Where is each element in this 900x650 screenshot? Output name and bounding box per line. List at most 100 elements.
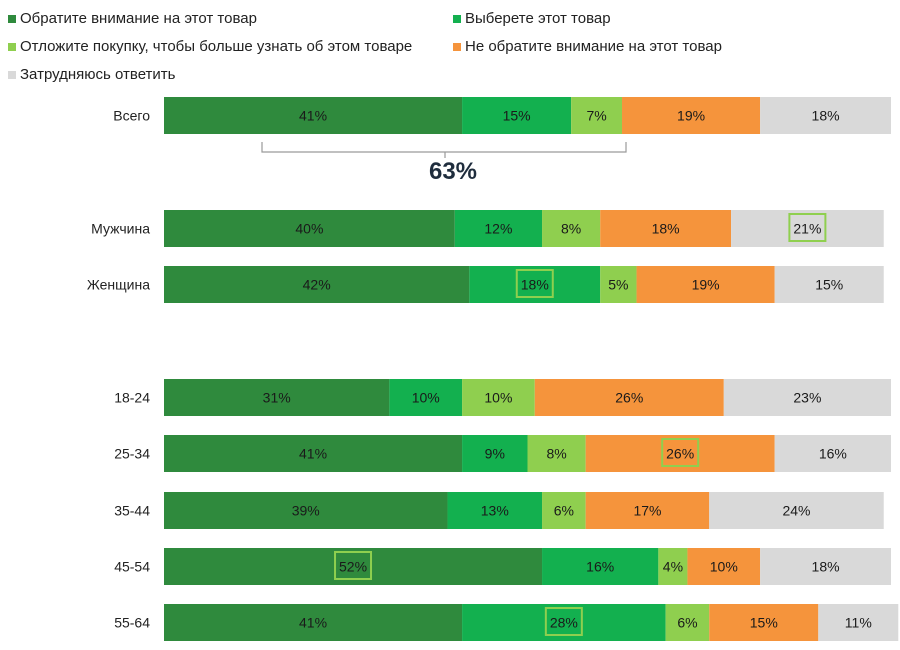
category-label: 25-34 <box>114 446 150 462</box>
data-label: 28% <box>550 615 578 631</box>
legend-item: Отложите покупку, чтобы больше узнать об… <box>8 38 412 55</box>
highlight-box <box>788 213 827 242</box>
category-label: Всего <box>113 108 150 124</box>
brace-total-label: 63% <box>429 158 477 185</box>
data-label: 52% <box>339 559 367 575</box>
bar-segment <box>774 435 891 472</box>
category-label: 45-54 <box>114 559 150 575</box>
legend-label: Не обратите внимание на этот товар <box>465 38 722 55</box>
data-label: 16% <box>586 559 614 575</box>
data-label: 39% <box>292 503 320 519</box>
data-label: 31% <box>263 390 291 406</box>
bar-segment <box>687 548 761 585</box>
bar-segment <box>571 97 623 134</box>
bar-segment <box>542 210 601 247</box>
data-label: 18% <box>652 221 680 237</box>
data-label: 15% <box>750 615 778 631</box>
bar-segment <box>164 492 448 529</box>
data-label: 18% <box>812 108 840 124</box>
data-label: 15% <box>815 277 843 293</box>
bar-segment <box>818 604 899 641</box>
data-label: 4% <box>663 559 683 575</box>
bar-segment <box>760 97 891 134</box>
bar-segment <box>454 210 543 247</box>
bar-segment <box>527 435 586 472</box>
legend-swatch <box>8 42 16 51</box>
legend-swatch <box>453 14 461 23</box>
data-label: 26% <box>666 446 694 462</box>
bar-segment <box>709 604 819 641</box>
data-label: 10% <box>412 390 440 406</box>
legend-item: Обратите внимание на этот товар <box>8 10 257 27</box>
data-label: 18% <box>521 277 549 293</box>
bar-segment <box>585 492 710 529</box>
data-label: 19% <box>677 108 705 124</box>
data-label: 9% <box>485 446 505 462</box>
bar-segment <box>164 266 470 303</box>
category-label: 18-24 <box>114 390 150 406</box>
bar-segment <box>462 97 572 134</box>
bar-segment <box>600 210 732 247</box>
data-label: 21% <box>793 221 821 237</box>
bar-segment <box>164 435 463 472</box>
data-label: 10% <box>710 559 738 575</box>
bar-segment <box>622 97 761 134</box>
category-label: 35-44 <box>114 503 150 519</box>
legend-item: Не обратите внимание на этот товар <box>453 38 722 55</box>
data-label: 26% <box>615 390 643 406</box>
category-label: 55-64 <box>114 615 150 631</box>
highlight-box <box>334 551 373 580</box>
data-label: 6% <box>554 503 574 519</box>
highlight-box <box>515 269 554 298</box>
bar-segment <box>542 548 659 585</box>
category-label: Мужчина <box>91 221 150 237</box>
data-label: 41% <box>299 446 327 462</box>
data-label: 5% <box>608 277 628 293</box>
data-label: 15% <box>503 108 531 124</box>
legend-label: Выберете этот товар <box>465 10 611 27</box>
legend-label: Затрудняюсь ответить <box>20 66 176 83</box>
data-label: 8% <box>546 446 566 462</box>
data-label: 23% <box>793 390 821 406</box>
legend-label: Отложите покупку, чтобы больше узнать об… <box>20 38 413 55</box>
chart-legend: Обратите внимание на этот товар Выберете … <box>8 10 898 90</box>
bar-segment <box>447 492 543 529</box>
data-label: 41% <box>299 108 327 124</box>
bar-segment <box>389 379 463 416</box>
data-label: 13% <box>481 503 509 519</box>
bar-segment <box>534 379 724 416</box>
highlight-box <box>544 607 583 636</box>
bar-segment <box>723 379 891 416</box>
legend-item: Затрудняюсь ответить <box>8 66 175 83</box>
legend-label: Обратите внимание на этот товар <box>20 10 257 27</box>
bar-segment <box>164 604 463 641</box>
highlight-box <box>661 438 700 467</box>
data-label: 41% <box>299 615 327 631</box>
brace-line <box>261 142 627 153</box>
legend-swatch <box>8 14 16 23</box>
data-label: 8% <box>561 221 581 237</box>
bar-segment <box>709 492 884 529</box>
data-label: 12% <box>484 221 512 237</box>
bar-segment <box>760 548 891 585</box>
bar-segment <box>462 379 535 416</box>
data-label: 6% <box>677 615 697 631</box>
bar-segment <box>636 266 775 303</box>
data-label: 11% <box>845 615 872 631</box>
legend-swatch <box>8 70 16 79</box>
bar-segment <box>542 492 586 529</box>
data-label: 19% <box>692 277 720 293</box>
data-label: 16% <box>819 446 847 462</box>
bar-segment <box>665 604 710 641</box>
bar-segment <box>600 266 637 303</box>
legend-swatch <box>453 42 461 51</box>
bar-segment <box>164 210 455 247</box>
bar-segment <box>774 266 884 303</box>
bar-segment <box>164 379 390 416</box>
data-label: 42% <box>303 277 331 293</box>
data-label: 17% <box>633 503 661 519</box>
data-label: 18% <box>812 559 840 575</box>
bar-segment <box>658 548 688 585</box>
bar-segment <box>164 97 463 134</box>
